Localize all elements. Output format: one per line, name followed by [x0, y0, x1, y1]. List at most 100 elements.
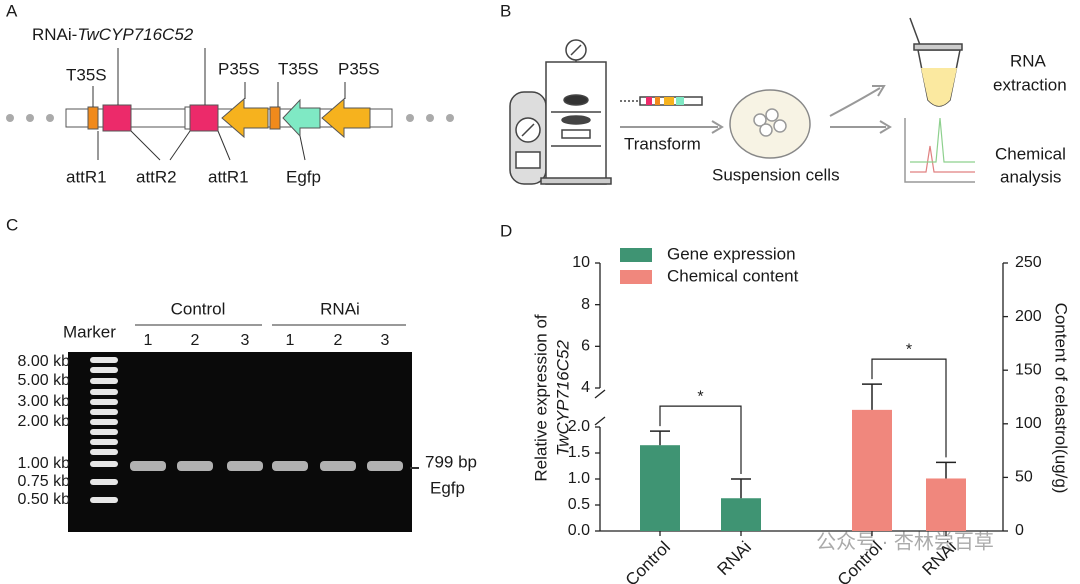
- step-label: Chemical: [995, 144, 1066, 163]
- marker-band: [90, 357, 118, 363]
- size-label: 8.00 kb: [18, 353, 71, 370]
- bar: [721, 498, 761, 531]
- y2-tick-label: 250: [1015, 254, 1042, 271]
- panel-label: D: [500, 221, 512, 240]
- y-tick-label: 10: [572, 254, 590, 271]
- marker-band: [90, 461, 118, 467]
- marker-band: [90, 399, 118, 405]
- sample-band: [367, 461, 403, 471]
- y2-tick-label: 150: [1015, 361, 1042, 378]
- element-label: T35S: [278, 59, 319, 78]
- gel: [68, 352, 412, 532]
- error-bar: [650, 430, 670, 446]
- marker-label: Marker: [63, 322, 116, 341]
- element-label: attR2: [136, 167, 177, 186]
- significance-bracket: [659, 405, 742, 474]
- size-label: 3.00 kb: [18, 393, 71, 410]
- marker-band: [90, 449, 118, 455]
- sample-band: [177, 461, 213, 471]
- lane-number: 3: [241, 332, 250, 349]
- group-label: Control: [171, 299, 226, 318]
- element-label: P35S: [218, 59, 260, 78]
- lane-number: 2: [334, 332, 343, 349]
- size-label: 0.50 kb: [18, 491, 71, 508]
- sample-band: [227, 461, 263, 471]
- bar: [852, 409, 892, 531]
- marker-band: [90, 419, 118, 425]
- band-name: Egfp: [430, 478, 465, 497]
- y2-axis-label: Content of celastrol(ug/g): [1052, 303, 1071, 494]
- lane-number: 1: [286, 332, 295, 349]
- y2-tick-label: 0: [1015, 522, 1024, 539]
- lane-number: 1: [144, 332, 153, 349]
- element-label: Egfp: [286, 167, 321, 186]
- axis-break: [594, 389, 606, 399]
- legend-label: Chemical content: [667, 266, 799, 285]
- error-bar: [936, 461, 956, 479]
- element-label: P35S: [338, 59, 380, 78]
- step-label: Suspension cells: [712, 165, 840, 184]
- marker-band: [90, 409, 118, 415]
- y-tick-label: 8: [581, 296, 590, 313]
- y2-tick-label: 50: [1015, 469, 1033, 486]
- y-axis-label-gene: TwCYP716C52: [553, 340, 572, 456]
- step-label: extraction: [993, 75, 1067, 94]
- marker-band: [90, 439, 118, 445]
- legend-swatch: [620, 270, 652, 284]
- construct-title-prefix: RNAi-: [32, 25, 77, 44]
- element-label: T35S: [66, 65, 107, 84]
- marker-band: [90, 378, 118, 384]
- y-tick-label: 4: [581, 379, 590, 396]
- legend-label: Gene expression: [667, 244, 796, 263]
- y-tick-label: 0.5: [568, 496, 590, 513]
- significance-bracket: [871, 358, 947, 458]
- error-bar: [862, 383, 882, 410]
- step-label: RNA: [1010, 51, 1047, 70]
- sample-band: [320, 461, 356, 471]
- sample-band: [130, 461, 166, 471]
- axis-break: [594, 416, 606, 426]
- construct-title-gene: TwCYP716C52: [77, 25, 193, 44]
- marker-band: [90, 367, 118, 373]
- group-label: RNAi: [320, 299, 360, 318]
- y-tick-label: 1.5: [568, 444, 590, 461]
- size-label: 0.75 kb: [18, 473, 71, 490]
- bar: [926, 478, 966, 531]
- panel-label: A: [6, 1, 18, 20]
- workflow-illustration: [509, 17, 975, 185]
- lane-number: 2: [191, 332, 200, 349]
- band-size: 799 bp: [425, 452, 477, 471]
- panel-label: C: [6, 215, 18, 234]
- error-bar: [731, 478, 751, 499]
- lane-number: 3: [381, 332, 390, 349]
- y2-tick-label: 100: [1015, 415, 1042, 432]
- gel-bands: 1 2 3 1 2 3 8.00 kb 5.00 kb 3.00 kb 2.00 kb 1.00 k…: [18, 332, 403, 508]
- y-tick-label: 0.0: [568, 522, 590, 539]
- y2-tick-label: 200: [1015, 308, 1042, 325]
- marker-band: [90, 429, 118, 435]
- construct: [6, 48, 454, 161]
- element-label: attR1: [66, 167, 107, 186]
- element-label: attR1: [208, 167, 249, 186]
- size-label: 5.00 kb: [18, 372, 71, 389]
- marker-band: [90, 497, 118, 503]
- sample-band: [272, 461, 308, 471]
- size-label: 1.00 kb: [18, 455, 71, 472]
- legend-swatch: [620, 248, 652, 262]
- y-axis-label: Relative expression of: [531, 314, 550, 482]
- step-label: analysis: [1000, 167, 1061, 186]
- step-label: Transform: [624, 134, 701, 153]
- significance-label: *: [697, 388, 703, 405]
- significance-label: *: [906, 341, 912, 358]
- marker-band: [90, 389, 118, 395]
- panel-label: B: [500, 1, 511, 20]
- size-label: 2.00 kb: [18, 413, 71, 430]
- y-tick-label: 6: [581, 338, 590, 355]
- watermark: 公众号 · 杏林尝百草: [816, 530, 994, 553]
- y-tick-label: 2.0: [568, 418, 590, 435]
- construct-title: RNAi-TwCYP716C52: [32, 25, 194, 44]
- marker-band: [90, 479, 118, 485]
- y-tick-label: 1.0: [568, 470, 590, 487]
- bar: [640, 445, 680, 531]
